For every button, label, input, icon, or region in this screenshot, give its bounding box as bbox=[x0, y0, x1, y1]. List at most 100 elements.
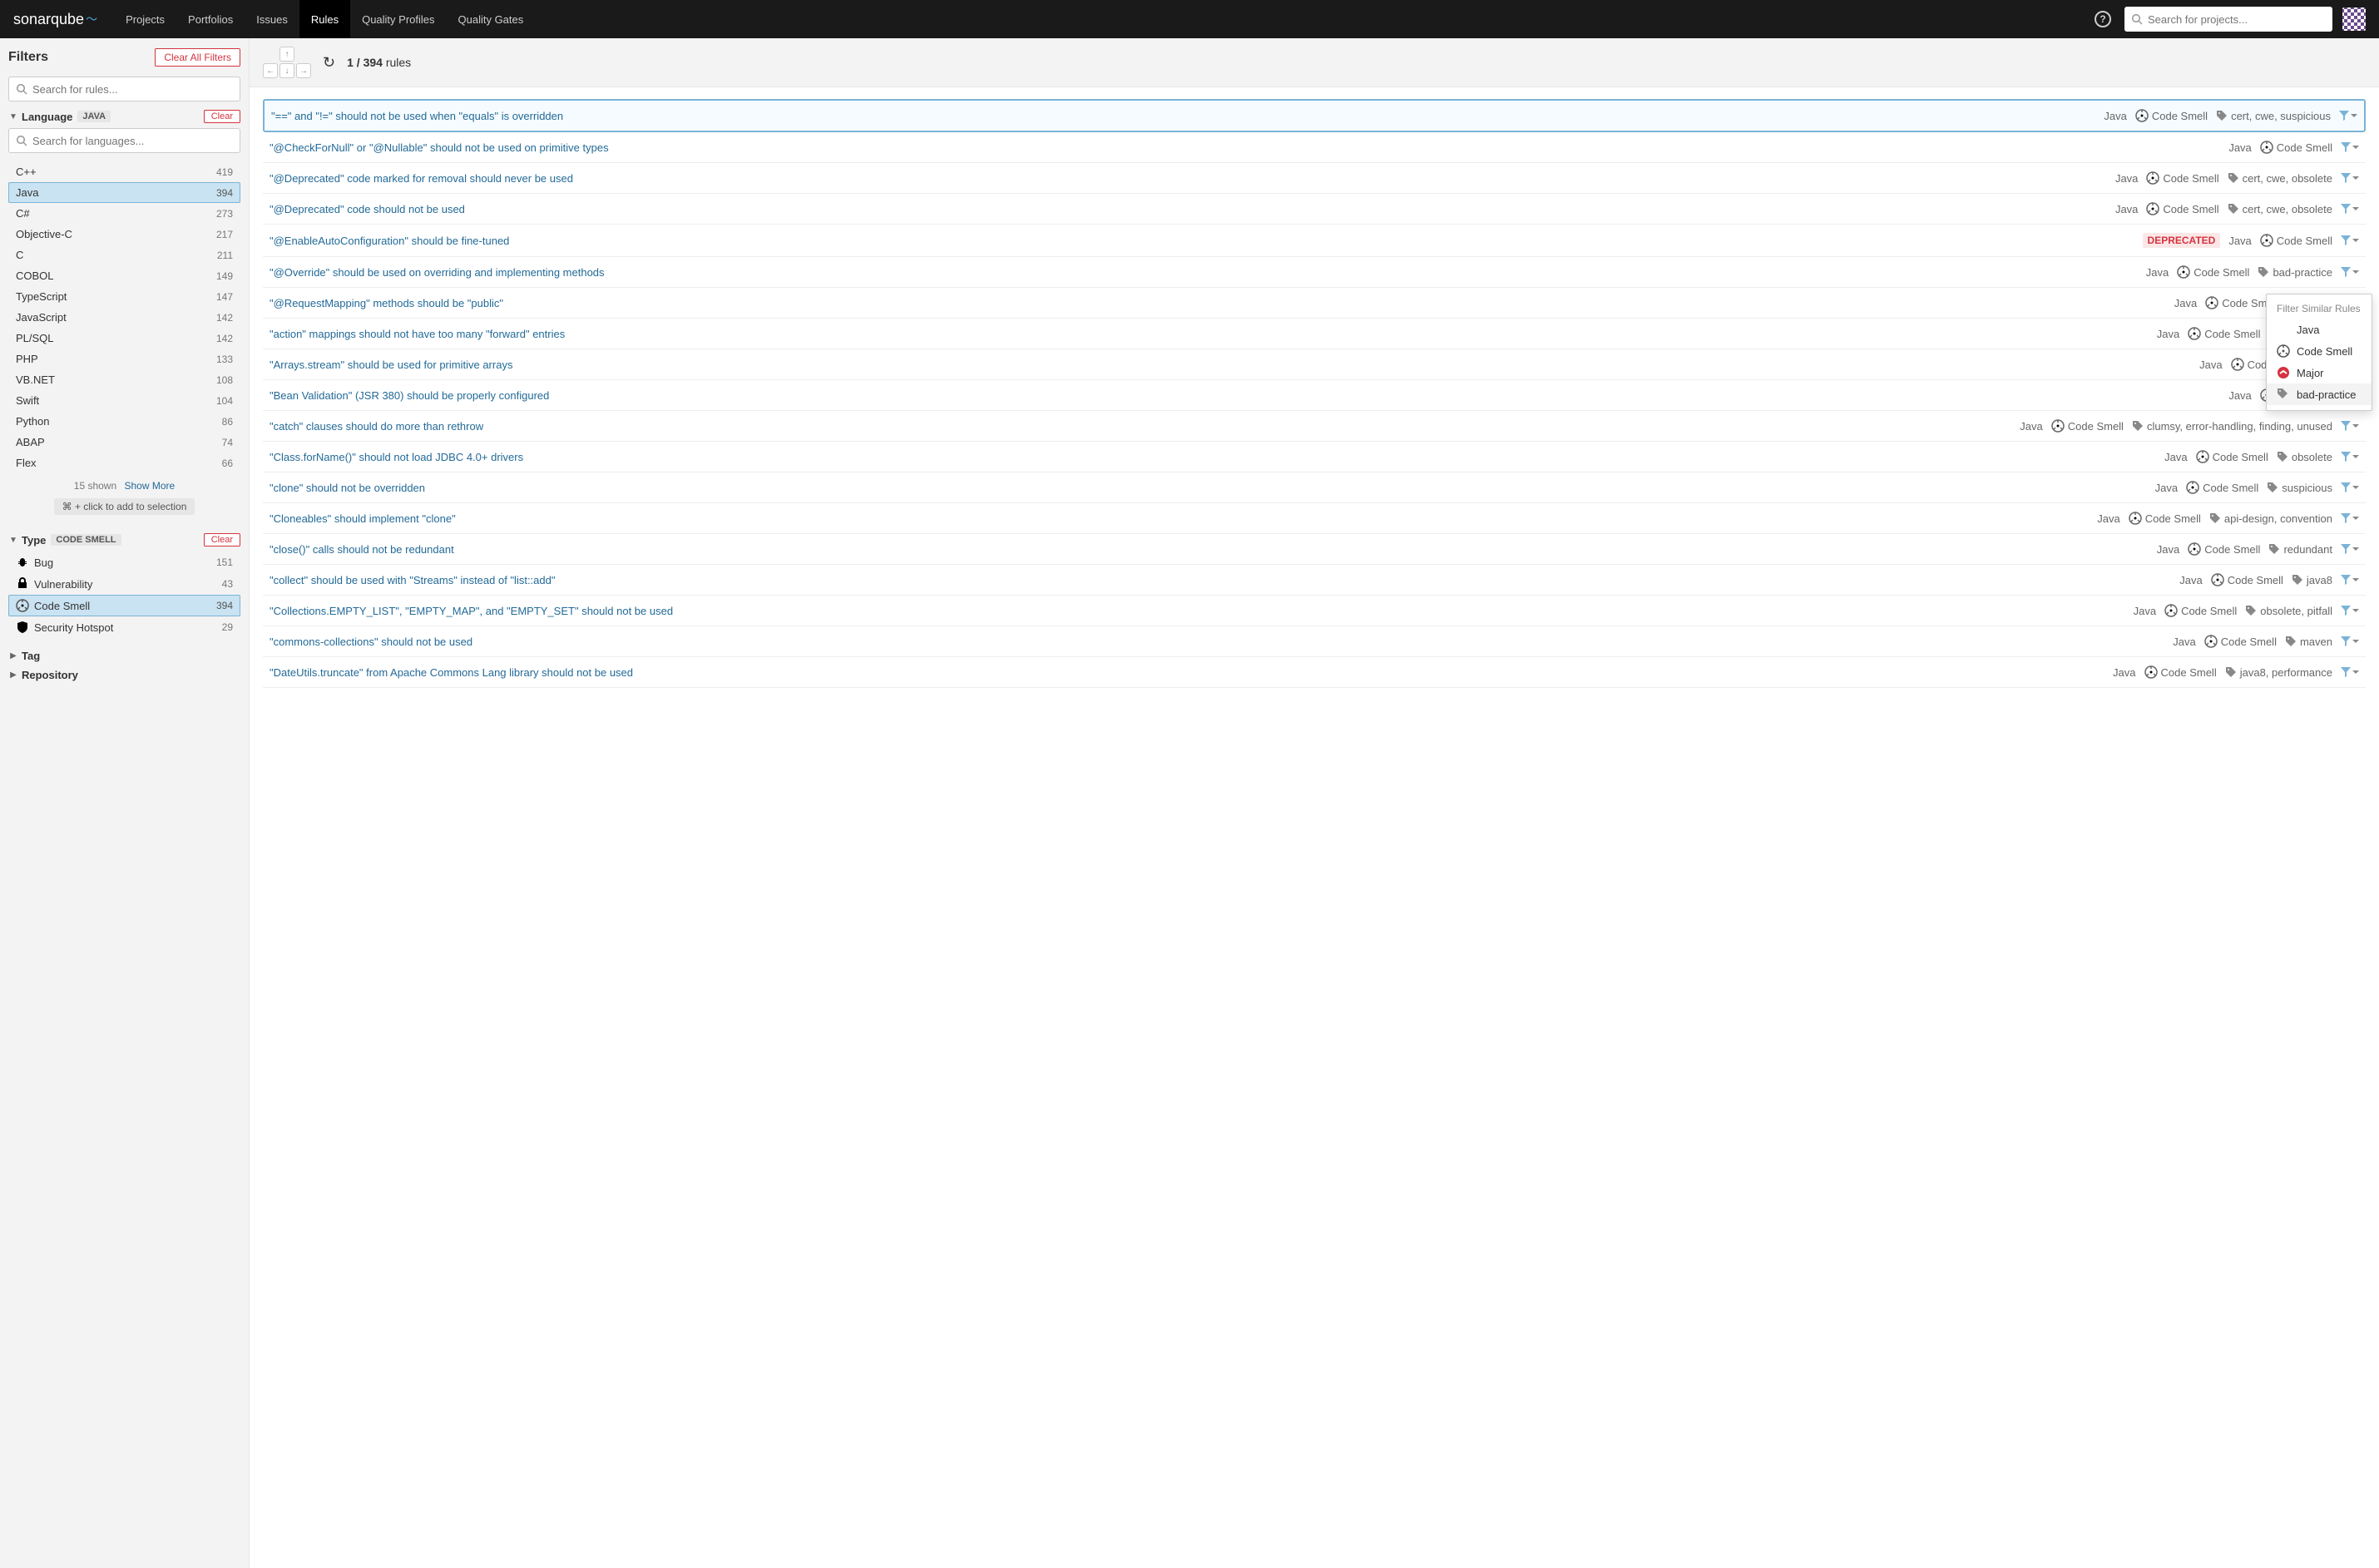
rule-title[interactable]: "@RequestMapping" methods should be "pub… bbox=[270, 297, 2166, 309]
facet-language-item[interactable]: Swift104 bbox=[8, 390, 240, 411]
facet-language-item[interactable]: PHP133 bbox=[8, 349, 240, 369]
rule-row[interactable]: "@Override" should be used on overriding… bbox=[263, 257, 2366, 288]
rule-row[interactable]: "Cloneables" should implement "clone"Jav… bbox=[263, 503, 2366, 534]
facet-type-item[interactable]: Code Smell394 bbox=[8, 595, 240, 616]
filter-similar-button[interactable] bbox=[2341, 267, 2359, 277]
facet-language-item[interactable]: JavaScript142 bbox=[8, 307, 240, 328]
rule-row[interactable]: "Class.forName()" should not load JDBC 4… bbox=[263, 442, 2366, 472]
rule-row[interactable]: "==" and "!=" should not be used when "e… bbox=[263, 99, 2366, 132]
filter-similar-button[interactable] bbox=[2341, 636, 2359, 646]
nav-item-rules[interactable]: Rules bbox=[299, 0, 350, 38]
nav-item-quality-gates[interactable]: Quality Gates bbox=[447, 0, 536, 38]
rule-title[interactable]: "collect" should be used with "Streams" … bbox=[270, 574, 2171, 586]
filter-similar-button[interactable] bbox=[2341, 606, 2359, 616]
facet-language-item[interactable]: C++419 bbox=[8, 161, 240, 182]
rule-row[interactable]: "@Deprecated" code should not be usedJav… bbox=[263, 194, 2366, 225]
filter-similar-button[interactable] bbox=[2341, 235, 2359, 245]
facet-repository-header[interactable]: ▶ Repository bbox=[8, 669, 240, 681]
facet-language-item[interactable]: Python86 bbox=[8, 411, 240, 432]
facet-language-item[interactable]: VB.NET108 bbox=[8, 369, 240, 390]
facet-type-clear-button[interactable]: Clear bbox=[204, 533, 240, 547]
rule-title[interactable]: "@CheckForNull" or "@Nullable" should no… bbox=[270, 141, 2220, 154]
rule-title[interactable]: "close()" calls should not be redundant bbox=[270, 543, 2149, 556]
show-more-button[interactable]: Show More bbox=[125, 480, 176, 492]
facet-language-item[interactable]: Objective-C217 bbox=[8, 224, 240, 245]
nav-item-quality-profiles[interactable]: Quality Profiles bbox=[350, 0, 446, 38]
rules-search-box[interactable] bbox=[8, 77, 240, 101]
popup-item[interactable]: bad-practice bbox=[2267, 383, 2372, 405]
rule-row[interactable]: "Arrays.stream" should be used for primi… bbox=[263, 349, 2366, 380]
rule-title[interactable]: "Arrays.stream" should be used for primi… bbox=[270, 359, 2191, 371]
rule-row[interactable]: "catch" clauses should do more than reth… bbox=[263, 411, 2366, 442]
facet-language-item[interactable]: COBOL149 bbox=[8, 265, 240, 286]
rule-row[interactable]: "Collections.EMPTY_LIST", "EMPTY_MAP", a… bbox=[263, 596, 2366, 626]
facet-type-header[interactable]: ▼ Type CODE SMELL Clear bbox=[8, 533, 240, 547]
filter-similar-button[interactable] bbox=[2341, 173, 2359, 183]
facet-language-item[interactable]: ABAP74 bbox=[8, 432, 240, 453]
popup-item[interactable]: Java bbox=[2267, 319, 2372, 340]
filter-similar-button[interactable] bbox=[2341, 575, 2359, 585]
rule-row[interactable]: "DateUtils.truncate" from Apache Commons… bbox=[263, 657, 2366, 688]
rule-title[interactable]: "Class.forName()" should not load JDBC 4… bbox=[270, 451, 2156, 463]
filter-similar-button[interactable] bbox=[2341, 667, 2359, 677]
global-search-input[interactable] bbox=[2148, 13, 2326, 26]
rule-title[interactable]: "@Deprecated" code marked for removal sh… bbox=[270, 172, 2107, 185]
facet-language-clear-button[interactable]: Clear bbox=[204, 110, 240, 123]
global-search[interactable] bbox=[2124, 7, 2332, 32]
clear-all-filters-button[interactable]: Clear All Filters bbox=[155, 48, 240, 67]
rule-title[interactable]: "clone" should not be overridden bbox=[270, 482, 2147, 494]
filter-similar-button[interactable] bbox=[2341, 544, 2359, 554]
nav-item-portfolios[interactable]: Portfolios bbox=[176, 0, 245, 38]
logo[interactable]: sonarqube 〜 bbox=[13, 11, 97, 28]
nav-item-issues[interactable]: Issues bbox=[245, 0, 299, 38]
rule-row[interactable]: "commons-collections" should not be used… bbox=[263, 626, 2366, 657]
facet-type-item[interactable]: Bug151 bbox=[8, 552, 240, 573]
rules-search-input[interactable] bbox=[32, 83, 233, 96]
help-icon[interactable]: ? bbox=[2095, 11, 2111, 27]
rule-row[interactable]: "@Deprecated" code marked for removal sh… bbox=[263, 163, 2366, 194]
rule-row[interactable]: "close()" calls should not be redundantJ… bbox=[263, 534, 2366, 565]
rule-title[interactable]: "commons-collections" should not be used bbox=[270, 636, 2164, 648]
rule-row[interactable]: "clone" should not be overriddenJavaCode… bbox=[263, 472, 2366, 503]
rule-title[interactable]: "@Deprecated" code should not be used bbox=[270, 203, 2107, 215]
filter-similar-button[interactable] bbox=[2341, 513, 2359, 523]
rule-title[interactable]: "==" and "!=" should not be used when "e… bbox=[271, 110, 2095, 122]
facet-language-item[interactable]: PL/SQL142 bbox=[8, 328, 240, 349]
reload-button[interactable]: ↻ bbox=[323, 54, 335, 72]
facet-language-item[interactable]: C211 bbox=[8, 245, 240, 265]
facet-language-item[interactable]: Java394 bbox=[8, 182, 240, 203]
avatar[interactable] bbox=[2342, 7, 2366, 31]
rule-row[interactable]: "collect" should be used with "Streams" … bbox=[263, 565, 2366, 596]
language-search-box[interactable] bbox=[8, 128, 240, 153]
filter-similar-button[interactable] bbox=[2341, 204, 2359, 214]
filter-similar-button[interactable] bbox=[2341, 452, 2359, 462]
filter-similar-button[interactable] bbox=[2341, 482, 2359, 492]
facet-type-item[interactable]: Vulnerability43 bbox=[8, 573, 240, 595]
facet-tag-header[interactable]: ▶ Tag bbox=[8, 650, 240, 662]
rule-title[interactable]: "action" mappings should not have too ma… bbox=[270, 328, 2149, 340]
facet-type-item[interactable]: Security Hotspot29 bbox=[8, 616, 240, 638]
rule-title[interactable]: "@Override" should be used on overriding… bbox=[270, 266, 2138, 279]
facet-language-item[interactable]: Flex66 bbox=[8, 453, 240, 473]
rule-title[interactable]: "@EnableAutoConfiguration" should be fin… bbox=[270, 235, 2134, 247]
rule-title[interactable]: "catch" clauses should do more than reth… bbox=[270, 420, 2011, 433]
rule-row[interactable]: "@RequestMapping" methods should be "pub… bbox=[263, 288, 2366, 319]
rule-title[interactable]: "Cloneables" should implement "clone" bbox=[270, 512, 2089, 525]
popup-item[interactable]: Code Smell bbox=[2267, 340, 2372, 362]
filter-similar-button[interactable] bbox=[2341, 142, 2359, 152]
nav-item-projects[interactable]: Projects bbox=[114, 0, 176, 38]
rule-row[interactable]: "action" mappings should not have too ma… bbox=[263, 319, 2366, 349]
rule-title[interactable]: "DateUtils.truncate" from Apache Commons… bbox=[270, 666, 2104, 679]
language-search-input[interactable] bbox=[32, 135, 233, 147]
facet-language-header[interactable]: ▼ Language JAVA Clear bbox=[8, 110, 240, 123]
rule-title[interactable]: "Collections.EMPTY_LIST", "EMPTY_MAP", a… bbox=[270, 605, 2125, 617]
facet-language-item[interactable]: C#273 bbox=[8, 203, 240, 224]
filter-similar-button[interactable] bbox=[2341, 421, 2359, 431]
rule-row[interactable]: "@EnableAutoConfiguration" should be fin… bbox=[263, 225, 2366, 257]
rule-row[interactable]: "Bean Validation" (JSR 380) should be pr… bbox=[263, 380, 2366, 411]
facet-language-item[interactable]: TypeScript147 bbox=[8, 286, 240, 307]
filter-similar-button[interactable] bbox=[2339, 111, 2357, 121]
rule-row[interactable]: "@CheckForNull" or "@Nullable" should no… bbox=[263, 132, 2366, 163]
rule-title[interactable]: "Bean Validation" (JSR 380) should be pr… bbox=[270, 389, 2220, 402]
popup-item[interactable]: Major bbox=[2267, 362, 2372, 383]
